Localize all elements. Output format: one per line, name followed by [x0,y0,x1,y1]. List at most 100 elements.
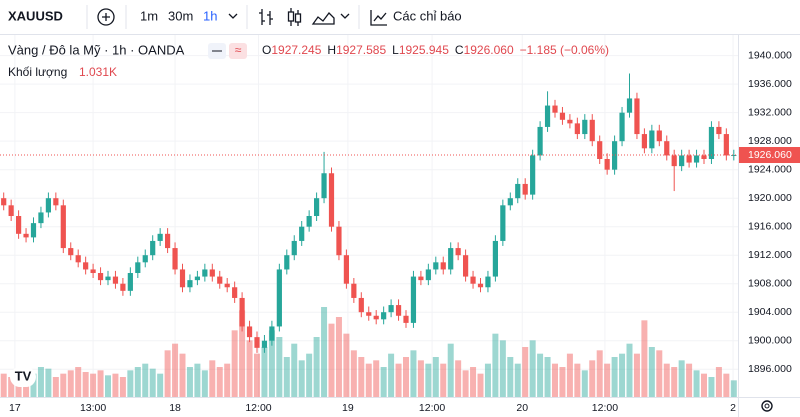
volume-bar [440,363,447,397]
candle-body [321,173,327,199]
volume-bar [544,357,551,397]
candle-body [127,273,133,291]
ohlc-value: 1926.060 [464,43,514,57]
candle-body [440,262,446,270]
toolbar [0,0,800,34]
candle-body [656,130,662,142]
candle-body [68,248,74,256]
interval[interactable]: 1m [140,8,158,23]
candle-body [366,312,372,316]
candle-body [120,283,126,291]
volume-bar [172,343,179,397]
volume-bar [0,373,7,397]
volume-bar [730,380,737,397]
volume-bar [552,363,558,397]
ohlc: O1927.245 H1927.585 L1925.945 C1926.060 −1.1… [262,43,609,57]
candle-body [485,276,491,288]
volume-bar [268,330,275,397]
candle-body [232,287,238,298]
candle-body [671,155,677,167]
candle-body [708,126,715,159]
candle-body [723,134,729,156]
x-tick-label: 13:00 [80,402,106,414]
candle-body [97,273,104,281]
candle-body [552,105,558,113]
y-tick-label: 1896.000 [748,363,792,375]
candle-body [649,130,655,149]
volume-bar [380,367,387,397]
candle-body [336,226,342,256]
candle-body [150,240,156,256]
volume-bar [589,360,596,397]
candle-body [75,255,81,263]
volume-bar [484,363,491,397]
candle-body [395,305,402,316]
legend-toggle[interactable]: ≈ [208,43,247,59]
candle-body [403,315,409,323]
candle-body [381,312,387,320]
dropdown-arrow[interactable] [228,13,238,19]
interval-active[interactable]: 1h [203,8,217,23]
volume-bar [209,360,216,397]
y-tick-label: 1908.000 [748,277,792,289]
volume-bar [142,363,149,397]
x-tick-label: 2 [730,402,736,414]
volume-bar [216,367,223,397]
volume-bar [298,360,305,397]
last-price-label: 1926.060 [748,149,792,161]
candle-style-icon[interactable] [287,8,302,26]
candle-body [410,276,417,323]
indicators[interactable]: Các chỉ báo [393,8,462,23]
candle-body [90,269,96,274]
volume-bar [164,350,171,397]
candle-body [693,155,700,163]
svg-text:TV: TV [15,368,32,383]
volume-bar [37,367,44,397]
candle-body [574,123,580,135]
volume-bar [328,323,335,397]
candle-body [142,255,148,263]
volume-bar [663,363,670,397]
symbol[interactable]: XAUUSD [8,8,63,23]
volume-bar [410,350,417,397]
x-tick-label: 20 [516,402,528,414]
add-symbol[interactable] [97,8,115,26]
volume-bar [60,373,67,397]
volume-bar [715,367,722,397]
dropdown-arrow[interactable] [340,13,350,19]
y-tick-label: 1924.000 [748,163,792,175]
area-style-icon[interactable] [311,12,335,25]
candle-body [209,269,215,277]
candle-body [731,155,737,157]
candle-body [664,141,670,156]
candle-body [477,283,484,288]
settings-icon[interactable] [761,400,773,412]
volume-bar [559,367,566,397]
volume-bar [90,373,97,397]
volume-bar [596,350,603,397]
candle-body [604,159,610,170]
candle-body [8,205,14,217]
volume-bar [201,370,208,397]
candle-body [634,98,640,135]
plot [0,35,738,397]
candle-body [612,141,618,170]
volume-value: 1.031K [79,65,117,79]
volume-bar [373,360,380,397]
candle-body [16,216,22,234]
indicators-icon[interactable] [370,10,387,26]
volume-bar [335,317,342,397]
interval[interactable]: 30m [168,8,193,23]
candle-body [373,315,379,320]
ohlc-value: 1927.245 [271,43,321,57]
bar-style-icon[interactable] [259,9,273,25]
candle-body [701,155,707,159]
volume-bar [283,357,290,397]
candle-body [105,276,111,281]
candle-body [507,198,513,206]
candle-body [619,112,625,142]
volume-bar [455,360,462,397]
tv-logo[interactable]: TV [10,367,36,387]
candle-body [314,198,320,217]
volume-bar [119,377,126,397]
